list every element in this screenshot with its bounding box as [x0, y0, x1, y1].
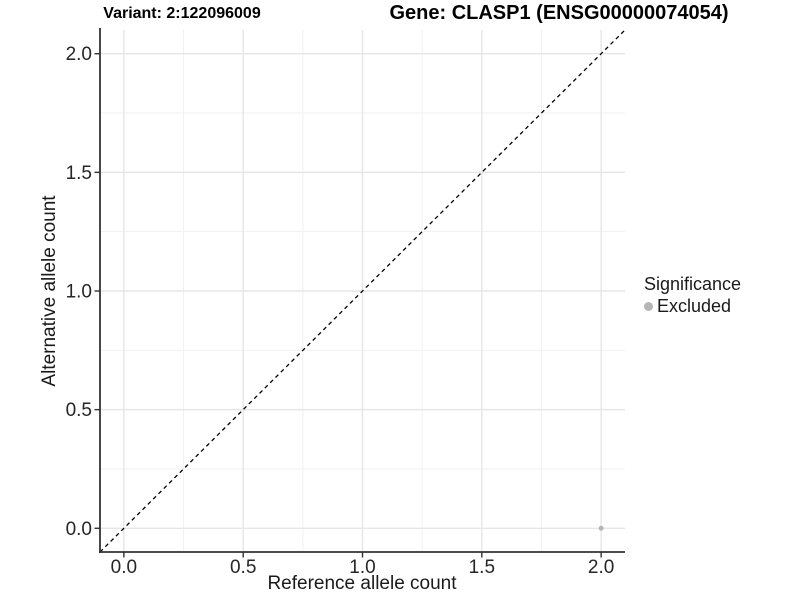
x-tick-label: 2.0: [588, 557, 614, 578]
y-tick-label: 1.5: [66, 163, 92, 184]
plot-title-variant: Variant: 2:122096009: [103, 5, 261, 22]
legend-point-icon: [644, 302, 653, 311]
legend: Significance Excluded: [644, 274, 741, 317]
legend-item-excluded: Excluded: [644, 296, 741, 317]
data-point-excluded: [598, 525, 604, 531]
y-tick-label: 2.0: [66, 44, 92, 65]
x-tick-label: 0.5: [230, 557, 256, 578]
x-tick-label: 1.5: [469, 557, 495, 578]
y-tick-label: 0.5: [66, 400, 92, 421]
x-tick-label: 0.0: [111, 557, 137, 578]
x-tick-label: 1.0: [349, 557, 375, 578]
plot-title-gene: Gene: CLASP1 (ENSG00000074054): [389, 2, 729, 24]
y-tick-label: 1.0: [66, 282, 92, 303]
legend-title: Significance: [644, 274, 742, 294]
y-tick-label: 0.0: [66, 519, 92, 540]
identity-reference-line: [99, 29, 626, 553]
legend-item-label: Excluded: [657, 296, 732, 316]
x-axis-title: Reference allele count: [267, 573, 457, 594]
